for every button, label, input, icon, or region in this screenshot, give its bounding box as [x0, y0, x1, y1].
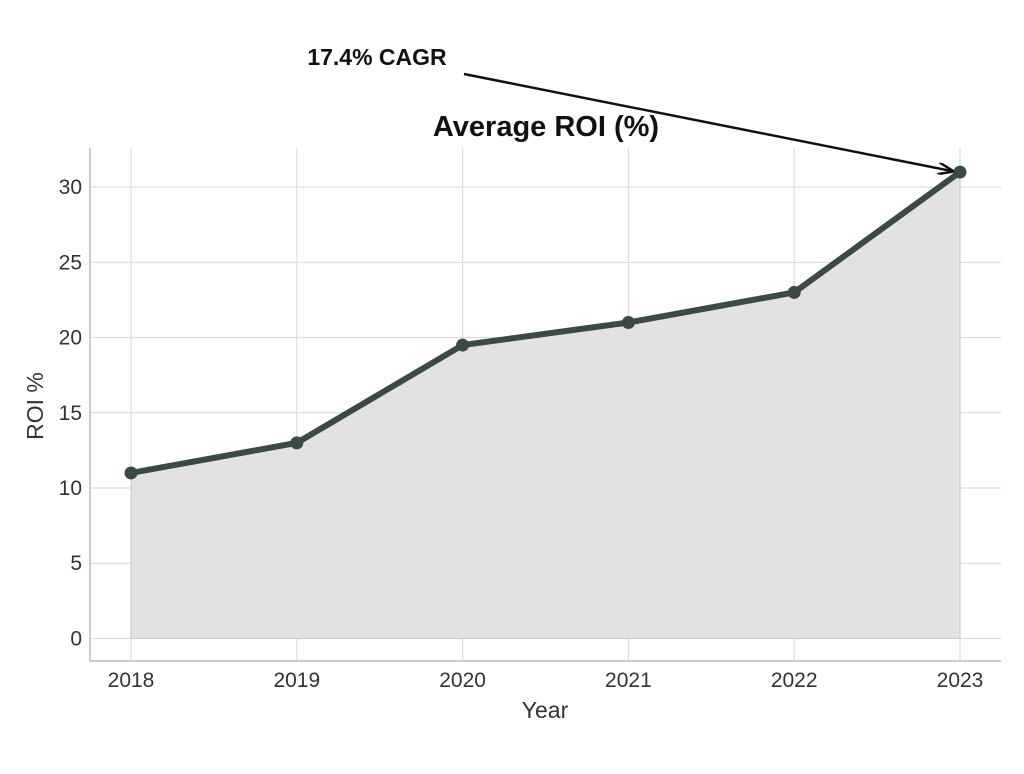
annotation: 17.4% CAGR	[307, 44, 952, 171]
annotation-arrow	[463, 72, 952, 171]
area-layer	[130, 171, 961, 639]
y-tick-label: 10	[59, 477, 82, 500]
y-tick-label: 30	[59, 176, 82, 199]
x-tick-label: 2022	[771, 669, 818, 692]
data-point	[290, 436, 304, 450]
x-tick-label: 2023	[937, 669, 984, 692]
y-tick-label: 0	[70, 627, 82, 650]
cagr-annotation-text: 17.4% CAGR	[307, 44, 447, 70]
y-tick-label: 15	[59, 402, 82, 425]
series-line	[128, 169, 963, 476]
y-tick-label: 25	[59, 251, 82, 274]
data-point	[456, 338, 470, 352]
tick-labels: 0 5 10 15 20 25 30 2018 2019 2020 2021 2022 2023	[59, 176, 984, 692]
chart-title: Average ROI (%)	[433, 111, 659, 143]
data-points	[124, 165, 967, 480]
series-line-layer	[128, 169, 963, 476]
data-point	[953, 165, 967, 179]
x-tick-label: 2020	[439, 669, 486, 692]
x-tick-label: 2019	[273, 669, 320, 692]
y-tick-label: 20	[59, 327, 82, 350]
data-point	[124, 466, 138, 480]
x-tick-label: 2021	[605, 669, 652, 692]
y-tick-label: 5	[70, 552, 82, 575]
axes	[89, 148, 1001, 662]
y-axis-label: ROI %	[22, 372, 48, 440]
area-fill	[130, 171, 961, 639]
x-axis-label: Year	[522, 697, 569, 723]
data-point	[621, 316, 635, 330]
data-point	[787, 285, 801, 299]
x-tick-label: 2018	[108, 669, 155, 692]
